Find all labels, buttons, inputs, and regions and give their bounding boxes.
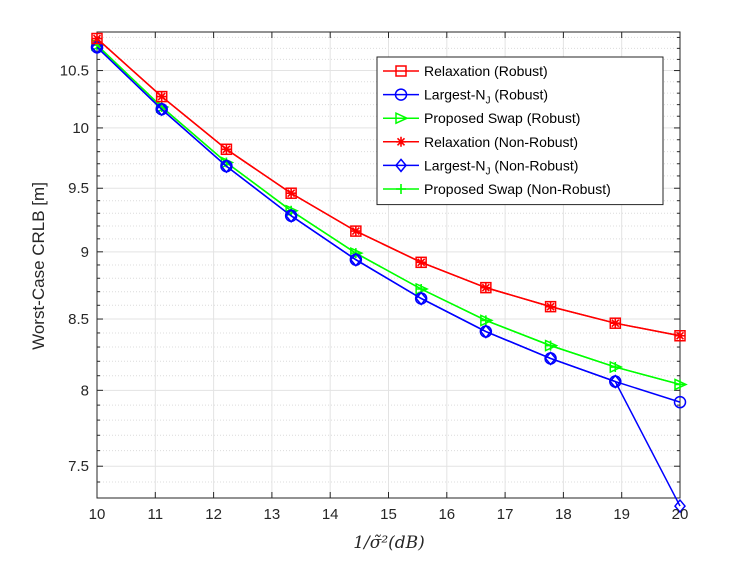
data-point: [414, 292, 428, 305]
x-tick-label: 16: [438, 506, 455, 523]
legend-label: Relaxation (Non-Robust): [424, 134, 578, 150]
legend-box: [376, 56, 664, 206]
legend-marker: [395, 112, 409, 125]
y-tick-label: 8.5: [68, 311, 89, 328]
data-point: [673, 395, 687, 409]
legend-entry: Largest-NJ (Robust): [383, 87, 548, 107]
y-tick-label: 8: [81, 382, 89, 399]
legend-marker: [395, 158, 407, 173]
series-layer: [90, 32, 688, 514]
data-point: [609, 360, 624, 374]
data-point: [349, 253, 363, 266]
axes: [96, 31, 681, 499]
series-relaxation-robust: [91, 32, 686, 342]
series-line: [96, 46, 681, 403]
data-point: [544, 300, 557, 313]
x-tick-label: 18: [555, 506, 572, 523]
x-tick-label: 11: [148, 506, 164, 523]
legend-label: Largest-NJ (Robust): [424, 87, 548, 107]
data-point: [350, 225, 362, 237]
legend-entry: Relaxation (Non-Robust): [383, 134, 578, 150]
data-point: [285, 204, 299, 217]
data-point: [91, 32, 103, 45]
legend-entry: Largest-NJ (Non-Robust): [383, 157, 578, 177]
x-tick-label: 13: [264, 506, 281, 523]
data-point: [480, 281, 492, 294]
x-tick-label: 10: [89, 506, 106, 523]
x-tick-label: 17: [497, 506, 514, 523]
y-axis-label: Worst-Case CRLB [m]: [29, 182, 48, 350]
legend-label: Proposed Swap (Robust): [424, 110, 580, 126]
data-point: [609, 375, 622, 388]
y-tick-label: 9: [81, 244, 89, 261]
data-point: [285, 187, 297, 199]
data-point: [544, 352, 557, 365]
y-tick-label: 10: [72, 120, 89, 137]
legend-marker: [396, 184, 406, 194]
y-tick-label: 9.5: [68, 180, 89, 197]
data-point: [415, 282, 429, 296]
data-point: [609, 317, 622, 329]
data-point: [284, 209, 298, 223]
x-axis-label: 1/σ̃²(dB): [353, 533, 425, 553]
data-point: [480, 314, 494, 327]
data-point: [415, 256, 427, 269]
y-tick-label: 7.5: [68, 458, 89, 475]
legend-entry: Proposed Swap (Robust): [383, 110, 580, 126]
x-tick-label: 19: [613, 506, 630, 523]
legend-entry: Proposed Swap (Non-Robust): [383, 181, 611, 197]
data-point: [155, 103, 168, 116]
legend: Relaxation (Robust) Largest-NJ (Robust) Pr…: [376, 56, 664, 206]
series-line: [96, 37, 681, 337]
data-point: [674, 330, 686, 342]
legend-label: Relaxation (Robust): [424, 63, 548, 79]
x-tick-label: 14: [322, 506, 339, 523]
data-point: [544, 339, 559, 352]
data-point: [350, 246, 364, 260]
legend-marker: [395, 65, 407, 77]
series-line: [96, 44, 681, 386]
data-point: [220, 143, 233, 156]
data-point: [155, 90, 168, 103]
legend-label: Proposed Swap (Non-Robust): [424, 181, 611, 197]
legend-label: Largest-NJ (Non-Robust): [424, 157, 578, 177]
legend-marker: [394, 88, 408, 101]
y-tick-label: 10.5: [60, 63, 89, 80]
tick-labels: 10 11 12 13 14 15 16 17 18 19 20 7.5 8 8.5 9 9.5 10 10.5: [60, 63, 689, 523]
x-tick-label: 20: [672, 506, 689, 523]
legend-entry: Relaxation (Robust): [383, 63, 548, 79]
data-point: [220, 159, 233, 173]
data-point: [674, 378, 688, 391]
x-tick-label: 12: [205, 506, 222, 523]
data-point: [479, 325, 493, 338]
legend-marker: [396, 136, 406, 147]
x-tick-label: 15: [380, 506, 397, 523]
data-point: [674, 498, 686, 514]
series-largest-n-j-robust: [90, 41, 687, 409]
